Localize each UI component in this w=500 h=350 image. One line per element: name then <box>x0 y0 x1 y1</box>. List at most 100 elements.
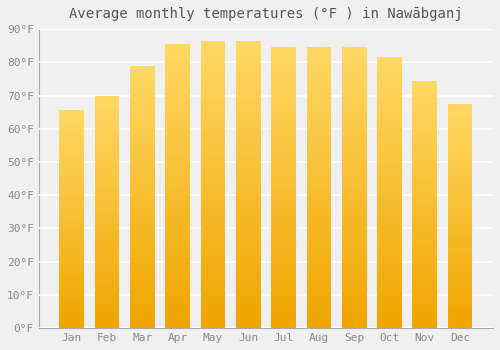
Bar <box>412 195 437 197</box>
Bar <box>448 131 472 133</box>
Bar <box>166 124 190 126</box>
Bar <box>377 139 402 141</box>
Bar <box>342 236 366 238</box>
Bar <box>236 296 260 300</box>
Bar <box>130 116 155 118</box>
Bar <box>342 252 366 255</box>
Bar <box>236 179 260 182</box>
Bar <box>130 229 155 231</box>
Bar <box>448 182 472 184</box>
Bar <box>448 171 472 173</box>
Bar <box>94 214 120 217</box>
Bar <box>94 198 120 200</box>
Bar <box>94 112 120 114</box>
Bar <box>342 58 366 61</box>
Bar <box>130 281 155 284</box>
Bar <box>236 210 260 213</box>
Bar <box>448 247 472 250</box>
Bar <box>448 326 472 328</box>
Bar <box>130 192 155 194</box>
Bar <box>448 245 472 247</box>
Bar <box>271 104 296 106</box>
Bar <box>236 64 260 66</box>
Bar <box>236 311 260 314</box>
Bar <box>166 226 190 229</box>
Bar <box>200 95 226 98</box>
Bar <box>166 90 190 92</box>
Bar <box>448 295 472 297</box>
Bar <box>166 81 190 84</box>
Bar <box>60 263 84 265</box>
Bar <box>412 172 437 175</box>
Bar <box>130 262 155 265</box>
Bar <box>271 326 296 328</box>
Bar <box>200 98 226 101</box>
Bar <box>60 180 84 182</box>
Bar <box>412 167 437 170</box>
Bar <box>448 303 472 306</box>
Bar <box>271 213 296 216</box>
Bar <box>377 176 402 179</box>
Bar <box>60 139 84 141</box>
Bar <box>412 274 437 276</box>
Bar <box>60 298 84 300</box>
Bar <box>306 208 331 210</box>
Bar <box>130 318 155 320</box>
Bar <box>166 104 190 106</box>
Bar <box>448 113 472 115</box>
Bar <box>412 299 437 301</box>
Bar <box>236 259 260 262</box>
Bar <box>236 156 260 159</box>
Bar <box>94 154 120 156</box>
Bar <box>166 87 190 90</box>
Bar <box>166 288 190 291</box>
Bar <box>412 239 437 241</box>
Bar <box>342 154 366 157</box>
Bar <box>200 320 226 322</box>
Bar <box>94 314 120 316</box>
Bar <box>271 272 296 275</box>
Bar <box>306 216 331 219</box>
Bar <box>448 243 472 245</box>
Bar <box>94 128 120 131</box>
Bar <box>342 134 366 137</box>
Bar <box>342 168 366 171</box>
Bar <box>306 106 331 109</box>
Bar <box>236 274 260 276</box>
Bar <box>166 155 190 158</box>
Bar <box>342 292 366 294</box>
Bar <box>271 67 296 70</box>
Bar <box>342 216 366 219</box>
Bar <box>200 216 226 219</box>
Bar <box>236 61 260 64</box>
Bar <box>377 274 402 277</box>
Bar <box>130 142 155 145</box>
Bar <box>377 163 402 166</box>
Bar <box>342 92 366 95</box>
Bar <box>377 60 402 63</box>
Bar <box>60 241 84 243</box>
Bar <box>94 293 120 296</box>
Bar <box>200 279 226 282</box>
Bar <box>200 66 226 69</box>
Bar <box>130 71 155 74</box>
Bar <box>130 302 155 304</box>
Bar <box>342 109 366 112</box>
Bar <box>306 266 331 269</box>
Bar <box>94 300 120 303</box>
Bar <box>200 233 226 236</box>
Bar <box>306 154 331 157</box>
Bar <box>448 155 472 158</box>
Bar <box>306 61 331 64</box>
Bar <box>342 95 366 98</box>
Bar <box>448 211 472 214</box>
Bar <box>166 294 190 297</box>
Bar <box>60 278 84 280</box>
Bar <box>94 321 120 323</box>
Bar <box>130 166 155 168</box>
Bar <box>448 263 472 265</box>
Bar <box>94 149 120 151</box>
Bar <box>94 212 120 214</box>
Bar <box>60 174 84 176</box>
Bar <box>94 168 120 170</box>
